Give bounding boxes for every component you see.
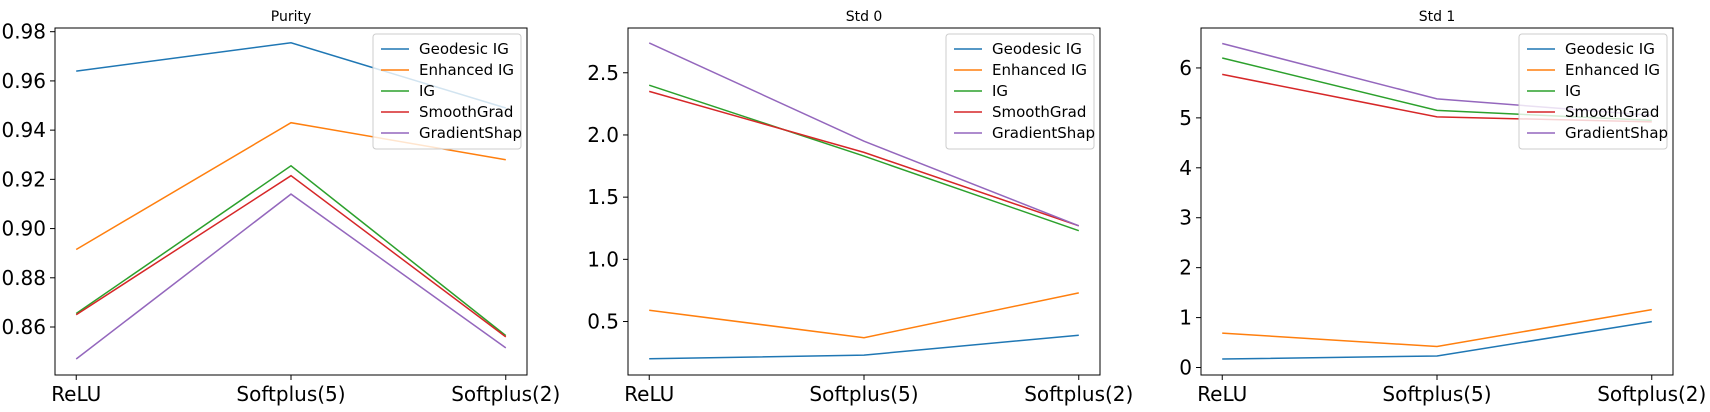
legend: Geodesic IG Enhanced IG IG SmoothGrad Gradie… bbox=[372, 33, 522, 150]
x-tick-label: Softplus(2) bbox=[1597, 382, 1706, 406]
y-tick-label: 0.96 bbox=[1, 69, 46, 93]
y-tick-label: 2.0 bbox=[587, 123, 619, 147]
chart-panel-2: Std 0 0.5 1.0 1.5 2.0 2.5 ReLU Softplus(5) Softp… bbox=[587, 9, 1133, 406]
legend-label: GradientShap bbox=[1565, 124, 1668, 142]
y-tick-label: 5 bbox=[1179, 106, 1192, 130]
y-tick-label: 0.86 bbox=[1, 315, 46, 339]
y-tick-label: 6 bbox=[1179, 56, 1192, 80]
series-line-ig bbox=[648, 84, 1080, 232]
legend-box bbox=[945, 33, 1095, 150]
series-line-geodesic-ig bbox=[1222, 320, 1652, 360]
y-tick-label: 2.5 bbox=[587, 61, 619, 85]
x-tick-label: Softplus(2) bbox=[1024, 382, 1133, 406]
x-tick-label: Softplus(5) bbox=[236, 382, 345, 406]
legend-label: GradientShap bbox=[992, 124, 1095, 142]
chart-title: Std 0 bbox=[846, 9, 883, 25]
x-tick-label: ReLU bbox=[51, 382, 101, 406]
legend: Geodesic IG Enhanced IG IG SmoothGrad Gradie… bbox=[945, 33, 1095, 150]
y-tick-label: 0.5 bbox=[587, 310, 619, 334]
chart-panel-3: Std 1 0 1 2 3 4 5 6 ReLU Softplus(5) Softplus(2) Ge… bbox=[1179, 9, 1706, 406]
legend-label: SmoothGrad bbox=[419, 103, 513, 121]
x-tick-label: Softplus(5) bbox=[1382, 382, 1491, 406]
legend: Geodesic IG Enhanced IG IG SmoothGrad Gradie… bbox=[1518, 33, 1668, 150]
y-tick-label: 0.94 bbox=[1, 118, 46, 142]
chart-title: Purity bbox=[271, 9, 312, 25]
legend-label: IG bbox=[1565, 82, 1581, 100]
legend-box bbox=[372, 33, 522, 150]
y-tick-label: 0.98 bbox=[1, 20, 46, 44]
y-tick-label: 4 bbox=[1179, 156, 1192, 180]
legend-label: Enhanced IG bbox=[992, 61, 1087, 79]
y-tick-label: 1.5 bbox=[587, 185, 619, 209]
legend-label: GradientShap bbox=[419, 124, 522, 142]
y-tick-label: 0.92 bbox=[1, 167, 46, 191]
y-tick-label: 2 bbox=[1179, 256, 1192, 280]
y-tick-label: 3 bbox=[1179, 206, 1192, 230]
series-line-geodesic-ig bbox=[649, 334, 1079, 360]
x-tick-label: ReLU bbox=[624, 382, 674, 406]
series-line-enhanced-ig bbox=[1222, 308, 1652, 348]
y-tick-label: 1 bbox=[1179, 306, 1192, 330]
series-line-smoothgrad bbox=[648, 90, 1080, 227]
legend-label: Enhanced IG bbox=[1565, 61, 1660, 79]
legend-label: SmoothGrad bbox=[1565, 103, 1659, 121]
legend-label: Geodesic IG bbox=[992, 40, 1082, 58]
y-tick-label: 0.88 bbox=[1, 266, 46, 290]
y-tick-label: 1.0 bbox=[587, 247, 619, 271]
legend-label: Geodesic IG bbox=[419, 40, 509, 58]
legend-label: IG bbox=[992, 82, 1008, 100]
y-tick-label: 0.90 bbox=[1, 217, 46, 241]
series-line-enhanced-ig bbox=[649, 292, 1079, 339]
series-line-ig bbox=[75, 164, 507, 337]
chart-panel-1: Purity 0.86 0.88 0.90 0.92 0.94 0.96 0.98 ReLU So… bbox=[1, 9, 560, 406]
legend-label: Geodesic IG bbox=[1565, 40, 1655, 58]
x-tick-label: ReLU bbox=[1197, 382, 1247, 406]
y-tick-label: 0 bbox=[1179, 356, 1192, 380]
legend-box bbox=[1518, 33, 1668, 150]
series-line-gradientshap bbox=[648, 42, 1080, 227]
series-line-smoothgrad bbox=[75, 174, 507, 338]
legend-label: SmoothGrad bbox=[992, 103, 1086, 121]
legend-label: IG bbox=[419, 82, 435, 100]
series-line-gradientshap bbox=[75, 193, 507, 360]
x-tick-label: Softplus(5) bbox=[809, 382, 918, 406]
x-tick-label: Softplus(2) bbox=[451, 382, 560, 406]
chart-title: Std 1 bbox=[1419, 9, 1456, 25]
legend-label: Enhanced IG bbox=[419, 61, 514, 79]
